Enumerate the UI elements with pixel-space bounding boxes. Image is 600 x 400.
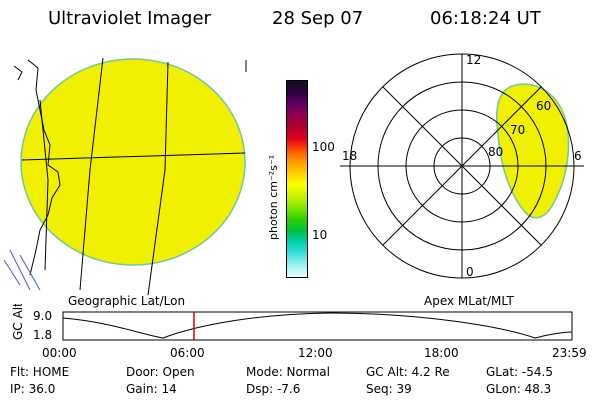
info-flt: Flt: HOME: [10, 365, 70, 379]
polar-label-6: 6: [574, 149, 582, 163]
info-glat: GLat: -54.5: [486, 365, 553, 379]
orbit-ytick-1-8: 1.8: [33, 328, 52, 342]
colorbar-tick-10: 10: [312, 228, 328, 242]
right-panel-caption: Apex MLat/MLT: [424, 294, 514, 308]
coastline: [27, 59, 61, 276]
coastline: [13, 65, 23, 81]
orbit-plot: GC Alt 9.0 1.8: [11, 304, 573, 342]
geographic-map: [3, 57, 247, 296]
orbit-xtick-1800: 18:00: [424, 346, 459, 360]
left-panel-caption: Geographic Lat/Lon: [68, 294, 186, 308]
meridian-line: [79, 57, 104, 291]
meridian-line: [147, 61, 169, 296]
info-gcalt: GC Alt: 4.2 Re: [366, 365, 450, 379]
polar-plot: 12 0 18 6 60 70 80: [340, 53, 584, 279]
header-time: 06:18:24 UT: [430, 8, 541, 29]
orbit-altitude-curve: [62, 312, 573, 339]
orbit-ylabel: GC Alt: [11, 304, 25, 340]
info-dsp: Dsp: -7.6: [246, 382, 301, 396]
latitude-line: [21, 152, 246, 161]
orbit-xtick-0000: 00:00: [42, 346, 77, 360]
info-gain: Gain: 14: [126, 382, 177, 396]
polar-label-60: 60: [536, 99, 551, 113]
info-door: Door: Open: [126, 365, 195, 379]
info-ip: IP: 36.0: [10, 382, 56, 396]
colorbar-unit-text: photon cm⁻²s⁻¹: [267, 155, 280, 240]
meridian-line: [39, 99, 49, 271]
orbit-xtick-2359: 23:59: [552, 346, 587, 360]
right-auroral-fill: [496, 83, 570, 219]
coastline-blue: [3, 249, 41, 291]
header-date: 28 Sep 07: [272, 8, 364, 29]
polar-label-0: 0: [466, 265, 474, 279]
info-mode: Mode: Normal: [246, 365, 330, 379]
polar-label-12: 12: [466, 53, 481, 67]
polar-label-70: 70: [510, 123, 525, 137]
polar-label-18: 18: [342, 149, 357, 163]
colorbar-unit-label: photon cm⁻²s⁻¹: [267, 155, 280, 240]
colorbar-tick-100: 100: [312, 140, 335, 154]
app-title: Ultraviolet Imager: [48, 8, 211, 29]
polar-label-80: 80: [488, 145, 503, 159]
info-seq: Seq: 39: [366, 382, 412, 396]
info-glon: GLon: 48.3: [486, 382, 552, 396]
left-auroral-fill: [20, 58, 246, 266]
orbit-frame: [62, 311, 573, 341]
orbit-xtick-1200: 12:00: [298, 346, 333, 360]
colorbar: [286, 80, 308, 278]
orbit-xtick-0600: 06:00: [170, 346, 205, 360]
polar-diagonal: [382, 86, 542, 246]
orbit-ytick-9: 9.0: [33, 309, 52, 323]
